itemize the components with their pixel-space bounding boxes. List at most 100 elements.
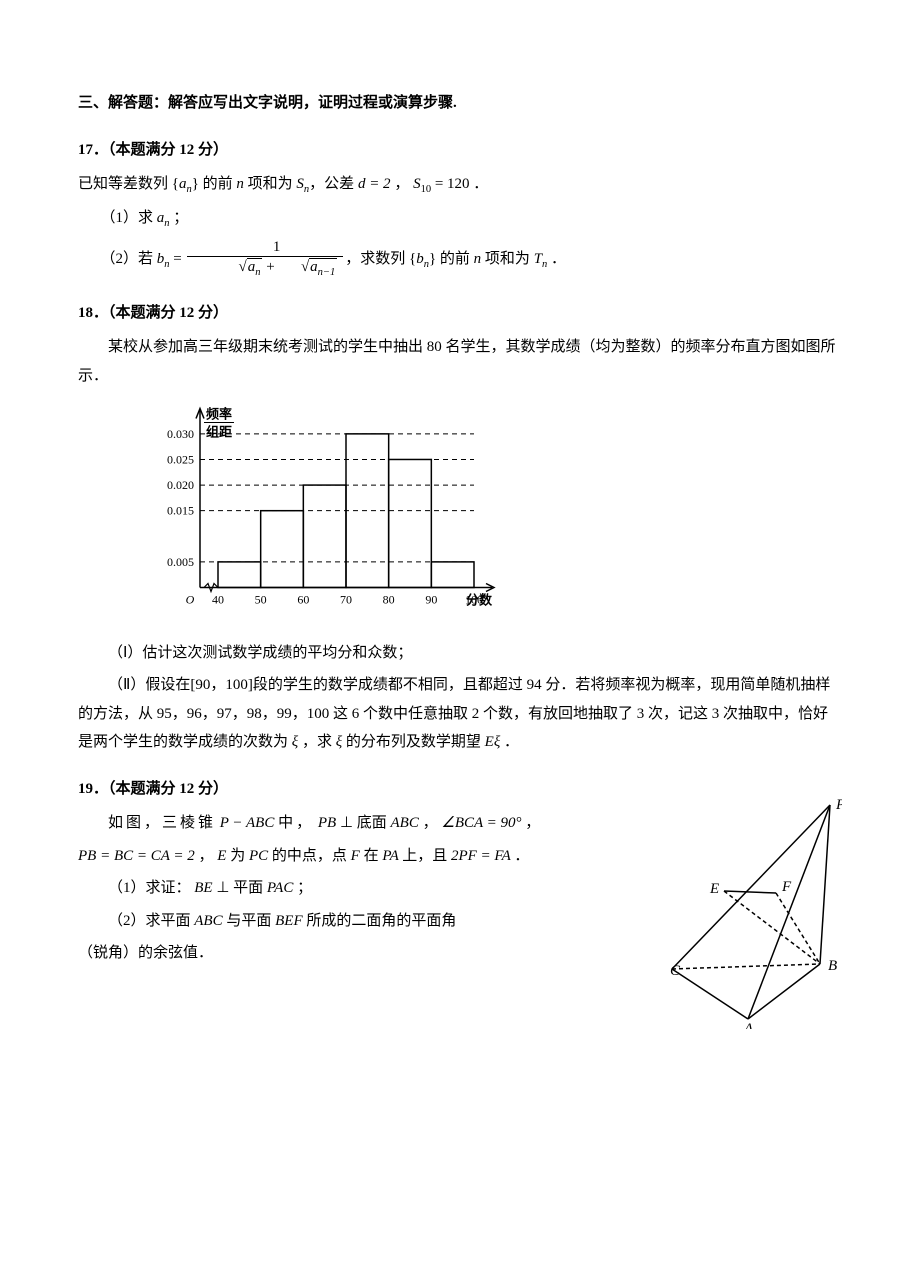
text: ． bbox=[504, 734, 519, 750]
text: ； bbox=[297, 880, 312, 896]
label: （1）求 bbox=[101, 210, 154, 226]
symbol-BE: BE bbox=[191, 880, 217, 896]
svg-text:80: 80 bbox=[383, 593, 395, 607]
symbol-b: b bbox=[153, 251, 164, 267]
text: ⊥ 平面 bbox=[216, 880, 263, 896]
text: 项和为 bbox=[248, 176, 293, 192]
symbol-Exi: Eξ bbox=[481, 734, 504, 750]
q18-part2: （Ⅱ）假设在[90，100]段的学生的数学成绩都不相同，且都超过 94 分．若将… bbox=[78, 671, 842, 757]
plus: + bbox=[262, 259, 278, 275]
text: ，求 bbox=[302, 734, 332, 750]
text: 已知等差数列 { bbox=[78, 176, 179, 192]
symbol-ABC: ABC bbox=[387, 815, 423, 831]
histogram-chart: 0.0050.0150.0200.0250.030405060708090100… bbox=[138, 404, 842, 625]
text: 项和为 bbox=[485, 251, 530, 267]
symbol-n: n bbox=[470, 251, 485, 267]
symbol-ABC: ABC bbox=[191, 913, 227, 929]
expr-eq-120: = 120 ． bbox=[431, 176, 488, 192]
symbol-PAC: PAC bbox=[263, 880, 297, 896]
frac-num: 1 bbox=[187, 238, 343, 257]
svg-text:分数: 分数 bbox=[466, 593, 493, 608]
sub-10: 10 bbox=[421, 184, 432, 195]
label: （2）若 bbox=[101, 251, 154, 267]
svg-text:90: 90 bbox=[425, 593, 437, 607]
frac-den: an + an−1 bbox=[187, 257, 343, 281]
text: 在 bbox=[364, 848, 379, 864]
text: ． bbox=[547, 251, 566, 267]
svg-text:50: 50 bbox=[255, 593, 267, 607]
svg-text:C: C bbox=[670, 963, 681, 979]
fraction: 1 an + an−1 bbox=[187, 238, 343, 281]
svg-text:P: P bbox=[835, 799, 842, 813]
question-19: 19．（本题满分 12 分） PEFCBA 如图，三棱锥 P − ABC 中， … bbox=[78, 775, 842, 1050]
svg-text:频率: 频率 bbox=[206, 407, 232, 422]
text: 上，且 bbox=[402, 848, 447, 864]
text: ， bbox=[199, 848, 214, 864]
text: 所成的二面角的平面角 bbox=[306, 913, 456, 929]
symbol-E: E bbox=[214, 848, 231, 864]
svg-text:40: 40 bbox=[212, 593, 224, 607]
svg-text:0.015: 0.015 bbox=[167, 504, 194, 518]
tetrahedron-figure: P E F C B A bbox=[662, 799, 842, 1040]
text: ，求数列 { bbox=[345, 251, 416, 267]
symbol-a: a bbox=[310, 259, 318, 275]
text: 的中点，点 bbox=[272, 848, 347, 864]
symbol-n: n bbox=[233, 176, 248, 192]
text: ； bbox=[170, 210, 189, 226]
svg-text:60: 60 bbox=[297, 593, 309, 607]
q18-part1: （Ⅰ）估计这次测试数学成绩的平均分和众数； bbox=[78, 639, 842, 668]
sqrt-an-1: an−1 bbox=[278, 257, 337, 281]
sqrt-an: an bbox=[216, 257, 262, 281]
q17-stem: 已知等差数列 {an} 的前 n 项和为 Sn，公差 d = 2 ， S10 =… bbox=[78, 170, 842, 200]
svg-text:E: E bbox=[709, 881, 719, 897]
svg-text:B: B bbox=[828, 958, 837, 974]
text: ， bbox=[423, 815, 438, 831]
label: （2）求平面 bbox=[108, 913, 191, 929]
symbol-T: T bbox=[530, 251, 542, 267]
text: 的分布列及数学期望 bbox=[346, 734, 481, 750]
svg-text:0.005: 0.005 bbox=[167, 555, 194, 569]
svg-text:组距: 组距 bbox=[206, 425, 232, 440]
symbol-a: a bbox=[153, 210, 164, 226]
text: } 的前 bbox=[192, 176, 233, 192]
svg-text:0.020: 0.020 bbox=[167, 478, 194, 492]
sub-n: n bbox=[255, 267, 260, 278]
text: 与平面 bbox=[226, 913, 271, 929]
q17-heading: 17．（本题满分 12 分） bbox=[78, 136, 842, 165]
text: ， bbox=[525, 815, 540, 831]
symbol-b: b bbox=[416, 251, 424, 267]
expr-2PF-FA: 2PF = FA bbox=[447, 848, 514, 864]
q17-part1: （1）求 an ； bbox=[78, 204, 842, 234]
symbol-PC: PC bbox=[245, 848, 272, 864]
svg-text:F: F bbox=[781, 879, 792, 895]
symbol-F: F bbox=[347, 848, 364, 864]
symbol-PB: PB bbox=[314, 815, 340, 831]
symbol-S: S bbox=[409, 176, 420, 192]
svg-text:O: O bbox=[186, 593, 195, 607]
symbol-BEF: BEF bbox=[271, 913, 306, 929]
q18-stem: 某校从参加高三年级期末统考测试的学生中抽出 80 名学生，其数学成绩（均为整数）… bbox=[78, 333, 842, 390]
text: ． bbox=[514, 848, 529, 864]
expr-d-eq-2: d = 2 bbox=[354, 176, 394, 192]
svg-text:0.030: 0.030 bbox=[167, 427, 194, 441]
text: ， bbox=[394, 176, 409, 192]
text: ，公差 bbox=[309, 176, 354, 192]
symbol-xi: ξ bbox=[332, 734, 346, 750]
symbol-S: S bbox=[293, 176, 304, 192]
text: } 的前 bbox=[429, 251, 470, 267]
question-18: 18．（本题满分 12 分） 某校从参加高三年级期末统考测试的学生中抽出 80 … bbox=[78, 299, 842, 757]
histogram-svg: 0.0050.0150.0200.0250.030405060708090100… bbox=[138, 404, 498, 614]
symbol-xi: ξ bbox=[288, 734, 302, 750]
eq-sign: = bbox=[170, 251, 186, 267]
question-17: 17．（本题满分 12 分） 已知等差数列 {an} 的前 n 项和为 Sn，公… bbox=[78, 136, 842, 281]
q18-heading: 18．（本题满分 12 分） bbox=[78, 299, 842, 328]
text: ⊥ 底面 bbox=[340, 815, 387, 831]
sub-n-1: n−1 bbox=[318, 267, 336, 278]
svg-text:A: A bbox=[743, 1021, 754, 1029]
label: （1）求证： bbox=[108, 880, 191, 896]
svg-text:70: 70 bbox=[340, 593, 352, 607]
text: 如图，三棱锥 bbox=[108, 815, 216, 831]
tetrahedron-svg: P E F C B A bbox=[662, 799, 842, 1029]
text: 为 bbox=[230, 848, 245, 864]
svg-text:0.025: 0.025 bbox=[167, 453, 194, 467]
